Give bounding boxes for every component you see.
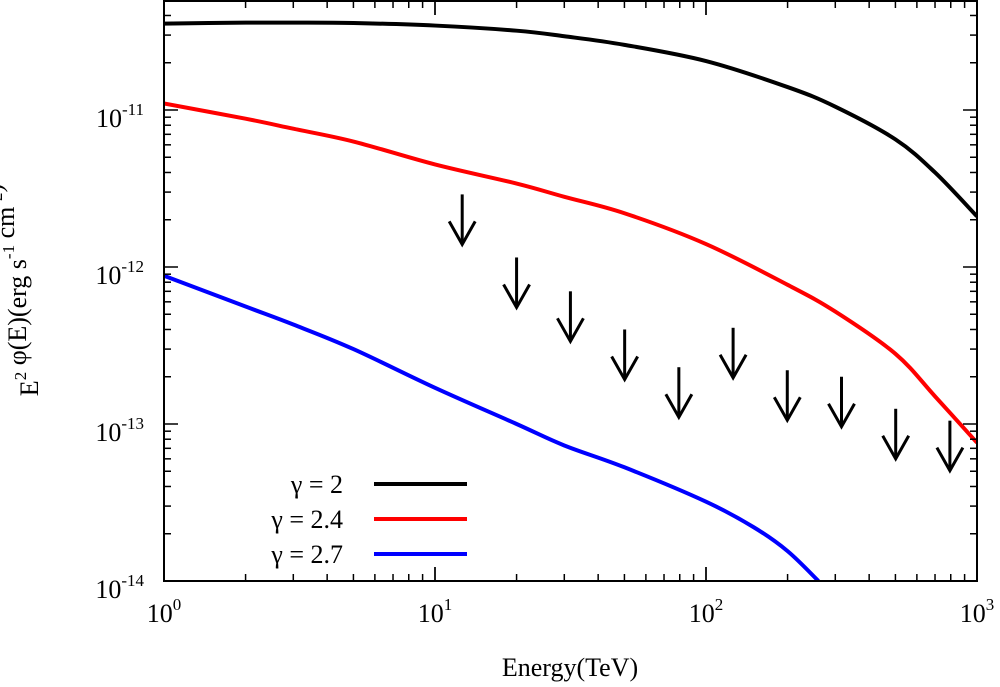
arrow-head — [935, 446, 965, 474]
arrow-head — [664, 393, 694, 421]
arrow-head — [718, 354, 748, 381]
arrow-head — [772, 396, 802, 424]
arrow-head — [556, 317, 585, 345]
upper-limit-arrow — [447, 194, 477, 248]
ticks-group — [163, 1, 978, 582]
upper-limit-arrow — [718, 327, 748, 381]
arrow-head — [827, 403, 856, 430]
x-tick-label: 102 — [689, 595, 724, 628]
x-tick-label: 101 — [418, 595, 453, 628]
series-line-2 — [164, 273, 820, 581]
legend-label-1: γ = 2.4 — [270, 505, 343, 534]
upper-limits-group — [447, 194, 965, 474]
arrow-head — [881, 435, 911, 462]
series-line-0 — [164, 20, 977, 218]
upper-limit-arrow — [827, 376, 856, 430]
upper-limit-arrow — [556, 291, 585, 345]
y-tick-label: 10-13 — [95, 414, 144, 447]
x-tick-labels: 100 101 102 103 — [147, 595, 995, 628]
y-tick-label: 10-14 — [95, 571, 144, 604]
arrow-head — [447, 220, 477, 248]
upper-limit-arrow — [881, 408, 911, 462]
x-tick-label: 103 — [960, 595, 995, 628]
y-tick-label: 10-11 — [96, 100, 144, 133]
y-axis-title: E2 φ(E)(erg s-1 cm-2) — [0, 184, 44, 396]
legend-label-2: γ = 2.7 — [270, 540, 343, 569]
legend: γ = 2 γ = 2.4 γ = 2.7 — [270, 470, 467, 569]
curves-group — [164, 20, 977, 581]
arrow-head — [502, 283, 531, 311]
arrow-head — [610, 355, 639, 383]
upper-limit-arrow — [664, 367, 694, 421]
x-tick-label: 100 — [147, 595, 182, 628]
upper-limit-arrow — [935, 420, 965, 474]
y-tick-labels: 10-11 10-12 10-13 10-14 — [95, 100, 144, 604]
plot-frame — [163, 0, 978, 582]
plot-frame-group — [163, 0, 978, 582]
upper-limit-arrow — [610, 329, 639, 383]
legend-label-0: γ = 2 — [290, 470, 343, 499]
upper-limit-arrow — [502, 257, 531, 311]
upper-limit-arrow — [772, 370, 802, 424]
y-tick-label: 10-12 — [95, 257, 144, 290]
series-line-1 — [164, 101, 977, 445]
x-axis-title: Energy(TeV) — [502, 653, 638, 682]
